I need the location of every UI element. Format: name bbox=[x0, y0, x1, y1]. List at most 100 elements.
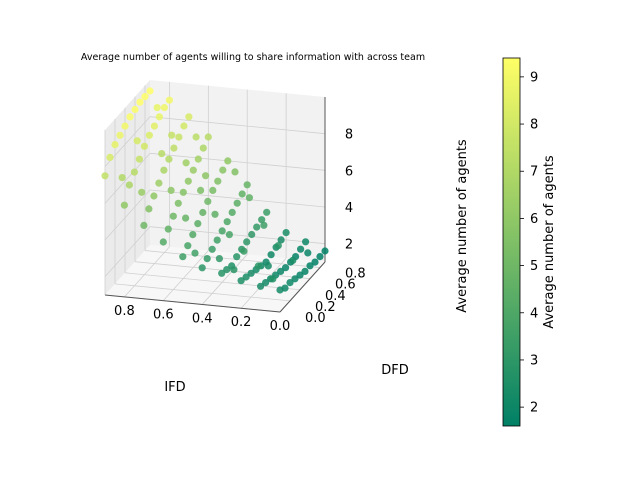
data-point bbox=[304, 249, 312, 257]
gridline-x-floor bbox=[163, 250, 209, 301]
data-point bbox=[192, 133, 200, 141]
data-point bbox=[215, 255, 223, 263]
data-point bbox=[145, 205, 153, 213]
data-point bbox=[199, 144, 207, 152]
gridline-z-side bbox=[104, 189, 151, 241]
data-point bbox=[182, 214, 190, 222]
data-point bbox=[258, 216, 266, 224]
data-point bbox=[211, 210, 219, 218]
data-point bbox=[182, 159, 190, 167]
data-point bbox=[150, 122, 158, 130]
data-point bbox=[311, 258, 319, 266]
colorbar-ticks: 2 3 4 5 6 7 8 9 bbox=[520, 70, 538, 416]
data-point bbox=[159, 238, 167, 246]
data-point bbox=[204, 133, 212, 141]
data-point bbox=[164, 225, 172, 233]
z-tick-label: 8 bbox=[345, 128, 353, 143]
z-tick-label: 6 bbox=[345, 164, 353, 179]
data-point bbox=[263, 208, 271, 216]
data-point bbox=[184, 242, 192, 250]
data-point bbox=[150, 192, 158, 200]
data-point bbox=[230, 266, 238, 274]
colorbar-tick-label: 8 bbox=[530, 118, 538, 133]
gridline-z-back bbox=[149, 226, 326, 245]
x-tick-label: 0.8 bbox=[114, 304, 135, 319]
data-point bbox=[243, 238, 251, 246]
data-point bbox=[243, 181, 251, 189]
data-point bbox=[130, 168, 138, 176]
data-point bbox=[179, 188, 187, 196]
colorbar-tick-label: 4 bbox=[530, 306, 538, 321]
data-point bbox=[321, 247, 329, 255]
y-axis-line bbox=[279, 261, 326, 313]
data-point bbox=[189, 166, 197, 174]
data-point bbox=[155, 113, 163, 121]
data-point bbox=[282, 264, 290, 272]
data-point bbox=[120, 201, 128, 209]
data-point bbox=[237, 277, 245, 285]
data-point bbox=[274, 242, 282, 250]
data-point bbox=[153, 104, 161, 112]
data-point bbox=[204, 197, 212, 205]
data-point bbox=[282, 229, 290, 237]
axis-edges bbox=[104, 97, 326, 313]
data-point bbox=[174, 199, 182, 207]
data-point bbox=[218, 269, 226, 277]
data-point bbox=[218, 227, 226, 235]
colorbar-tick-label: 2 bbox=[530, 401, 538, 416]
y-tick-label: 0.6 bbox=[335, 278, 356, 293]
colorbar-tick-label: 9 bbox=[530, 70, 538, 85]
gridline-z-side bbox=[104, 226, 151, 277]
z-tick-label: 2 bbox=[345, 238, 353, 253]
data-point bbox=[126, 113, 134, 121]
chart-title: Average number of agents willing to shar… bbox=[81, 52, 425, 63]
data-point bbox=[225, 231, 233, 239]
colorbar-tick-label: 3 bbox=[530, 353, 538, 368]
data-point bbox=[106, 153, 114, 161]
data-point bbox=[203, 255, 211, 263]
gridline-z-back bbox=[149, 189, 326, 208]
data-point bbox=[286, 279, 294, 287]
data-point bbox=[180, 122, 188, 130]
data-point bbox=[223, 266, 231, 274]
x-tick-label: 0.2 bbox=[231, 315, 252, 330]
data-point bbox=[240, 247, 248, 255]
gridline-y-floor bbox=[114, 283, 291, 302]
x-axis-line bbox=[104, 294, 281, 313]
data-point bbox=[213, 236, 221, 244]
data-point bbox=[296, 271, 304, 279]
y-tick-label: 0.0 bbox=[305, 311, 326, 326]
data-point bbox=[209, 186, 217, 194]
data-point bbox=[170, 144, 178, 152]
data-point bbox=[242, 273, 250, 281]
data-point bbox=[194, 155, 202, 163]
data-point bbox=[228, 208, 236, 216]
data-point bbox=[219, 166, 227, 174]
data-point bbox=[140, 142, 148, 150]
data-point bbox=[118, 174, 126, 182]
data-point bbox=[248, 230, 256, 239]
data-point bbox=[291, 275, 299, 283]
data-point bbox=[289, 256, 297, 264]
data-point bbox=[316, 253, 324, 261]
data-point bbox=[247, 269, 255, 277]
data-point bbox=[277, 236, 285, 244]
gridline-x-floor bbox=[124, 246, 170, 298]
colorbar-tick-label: 6 bbox=[530, 212, 538, 227]
data-point bbox=[199, 208, 207, 217]
gridline-z-back bbox=[149, 116, 326, 135]
x-axis-label: IFD bbox=[164, 380, 185, 395]
data-point bbox=[301, 267, 309, 275]
data-point bbox=[160, 104, 168, 112]
data-point bbox=[160, 166, 168, 174]
data-point bbox=[264, 262, 272, 270]
gridline-x-floor bbox=[201, 254, 248, 305]
gridline-z-back bbox=[149, 152, 326, 171]
data-point bbox=[276, 286, 284, 294]
data-point bbox=[254, 262, 262, 270]
data-point bbox=[231, 168, 239, 176]
data-point bbox=[155, 179, 163, 187]
data-point bbox=[165, 96, 173, 104]
data-point bbox=[165, 155, 173, 163]
